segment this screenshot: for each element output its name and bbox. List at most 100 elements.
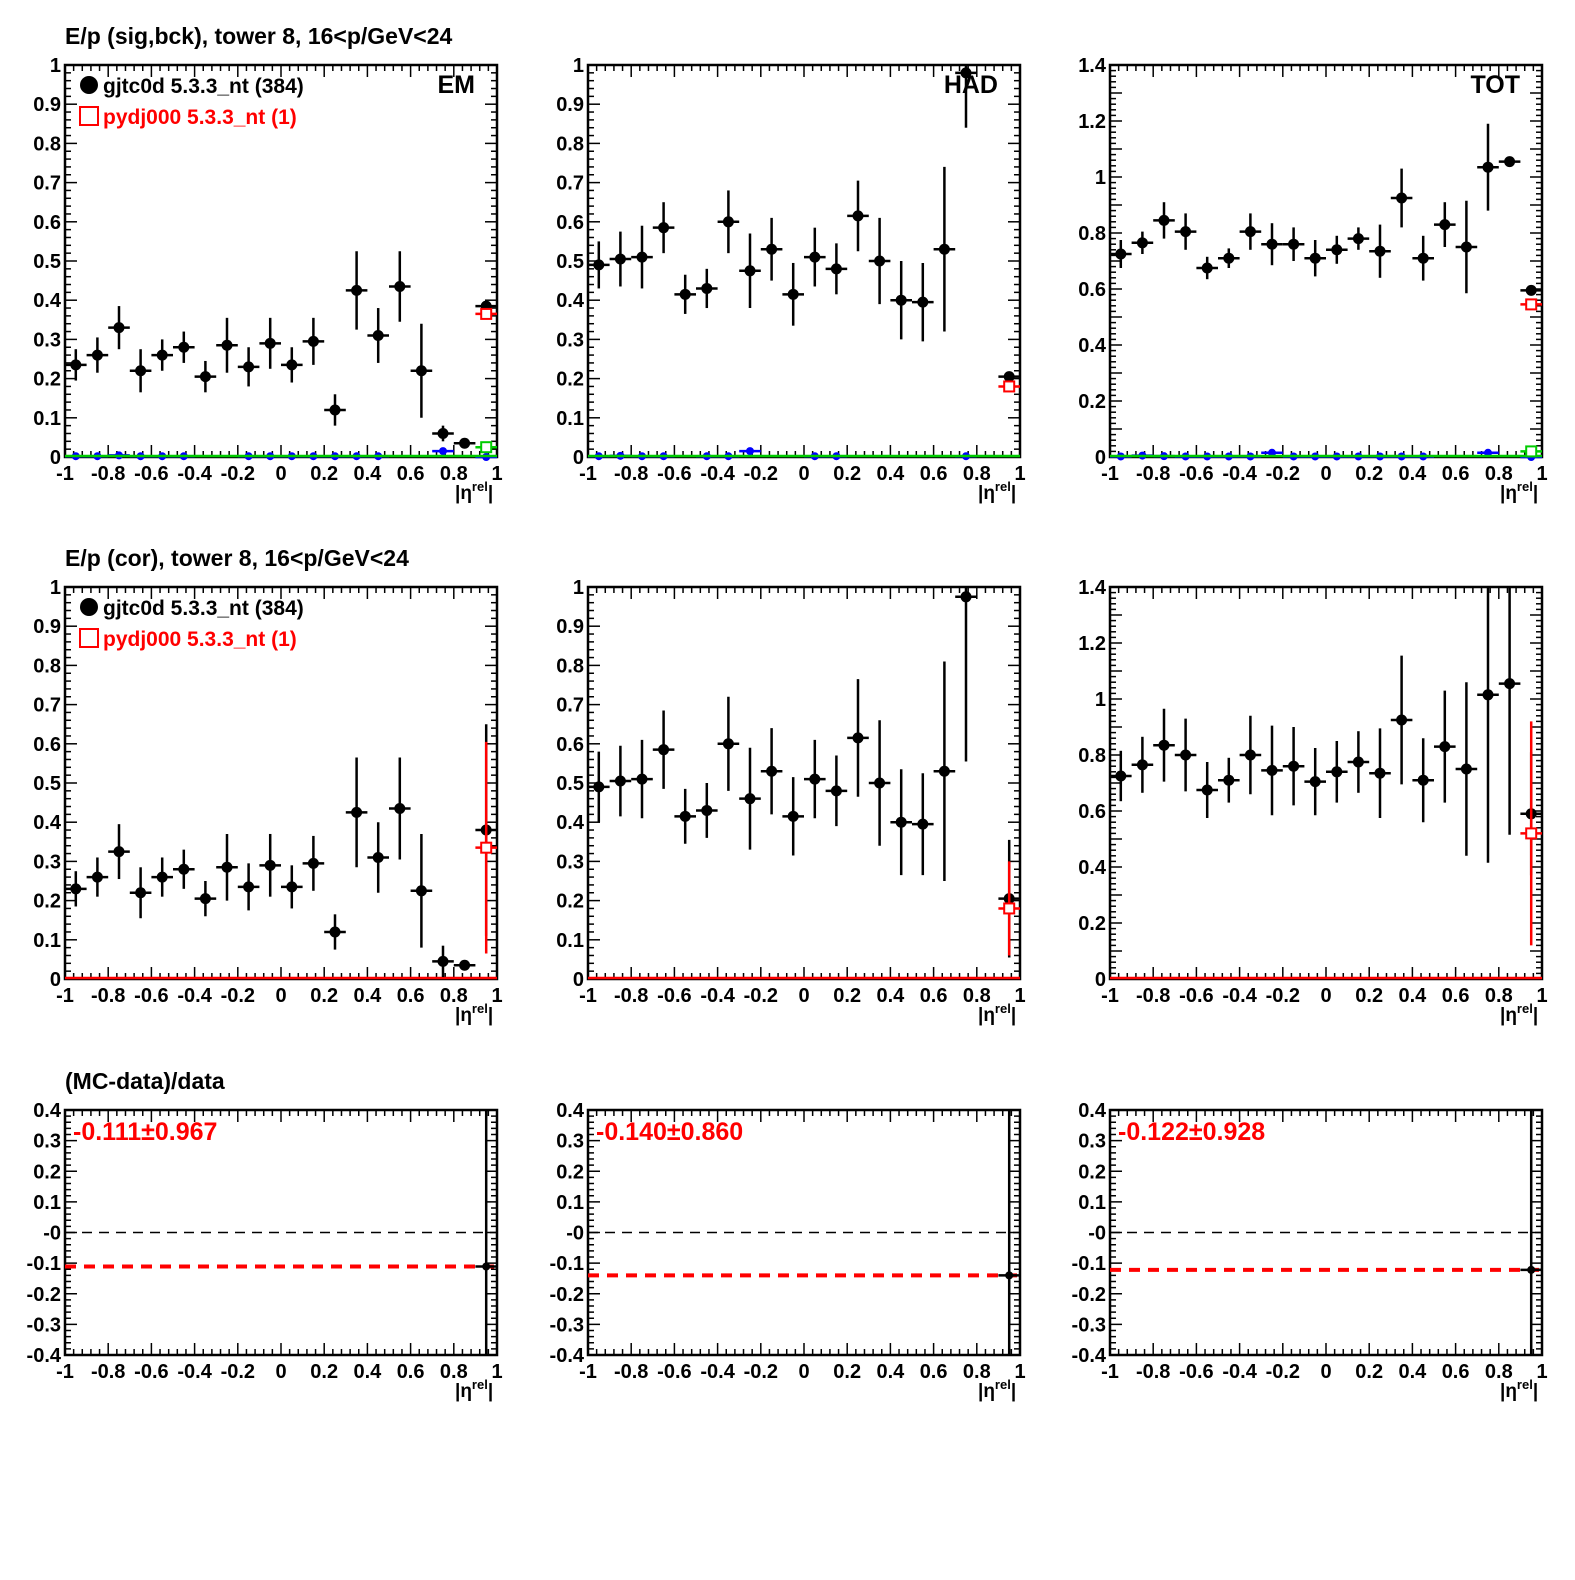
y-tick-label: 0.3: [33, 851, 61, 873]
y-tick-label: 0.4: [1078, 857, 1107, 879]
x-tick-label: -0.8: [91, 1361, 125, 1383]
x-tick-label: -1: [1101, 463, 1119, 485]
y-tick-label: 0.8: [33, 655, 61, 677]
y-tick-label: -0.4: [550, 1345, 585, 1367]
data-point-marker: [1352, 756, 1364, 768]
x-tick-label: -0.6: [657, 463, 691, 485]
ratio-point-marker: [1005, 1271, 1014, 1280]
x-tick-label: 0.4: [1398, 1361, 1427, 1383]
data-point: [739, 747, 761, 850]
data-point-marker: [852, 210, 864, 222]
y-tick-label: 0: [573, 969, 584, 991]
data-point-marker: [1439, 741, 1451, 753]
y-tick-label: 0.9: [556, 616, 584, 638]
x-tick-label: -0.2: [221, 1361, 255, 1383]
data-point: [674, 788, 696, 844]
x-tick-label: 1: [491, 463, 502, 485]
data-point: [302, 317, 325, 365]
data-point: [955, 587, 977, 762]
y-tick-label: 1: [50, 577, 61, 599]
x-axis-label: |ηrel|: [978, 479, 1016, 504]
legend-data-marker: [80, 76, 98, 94]
x-tick-label: 0: [798, 985, 809, 1007]
y-tick-label: 0.1: [1078, 1192, 1106, 1214]
data-point-marker: [1417, 252, 1429, 264]
data-point-marker: [156, 871, 168, 883]
data-point-marker: [1266, 238, 1278, 250]
data-point: [1455, 682, 1478, 856]
data-point-marker: [593, 259, 605, 271]
mc-point: [475, 307, 497, 320]
data-point-marker: [1331, 244, 1343, 256]
data-point: [1110, 750, 1132, 802]
x-tick-label: 0.2: [1355, 463, 1383, 485]
background-point: [432, 447, 454, 456]
y-tick-label: 0.2: [33, 369, 61, 391]
data-point: [890, 769, 912, 876]
data-point-marker: [286, 359, 298, 371]
x-tick-label: 1: [1014, 1361, 1025, 1383]
data-point-marker: [830, 263, 842, 275]
data-point: [609, 745, 632, 817]
data-point-marker: [1180, 749, 1192, 761]
data-point-marker: [1201, 262, 1213, 274]
data-point-marker: [614, 775, 626, 787]
x-tick-label: -0.4: [700, 1361, 735, 1383]
data-point-marker: [679, 810, 691, 822]
ratio-point-marker: [1527, 1265, 1536, 1274]
x-tick-label: 0.6: [920, 1361, 948, 1383]
x-axis-label-end: |: [1011, 1381, 1016, 1402]
y-tick-label: 0.3: [1078, 1131, 1106, 1153]
mc-point: [998, 380, 1020, 393]
background-point-marker: [439, 447, 447, 456]
data-point: [453, 437, 476, 449]
x-tick-label: -0.6: [134, 463, 168, 485]
y-tick-label: 0: [573, 447, 584, 469]
y-tick-label: 0.1: [556, 1192, 584, 1214]
data-point: [410, 323, 433, 418]
x-axis-label: |ηrel|: [1500, 1377, 1538, 1402]
data-point: [1390, 168, 1413, 228]
data-point-marker: [895, 294, 907, 306]
data-point: [1304, 240, 1326, 277]
y-tick-label: 1: [50, 55, 61, 77]
y-tick-label: 0.2: [33, 891, 61, 913]
data-point: [631, 225, 653, 289]
y-tick-label: 0.5: [556, 773, 584, 795]
x-tick-label: 0.8: [963, 985, 991, 1007]
x-axis-label-main: |η: [1500, 1381, 1517, 1402]
x-tick-label: -0.8: [1136, 985, 1170, 1007]
data-point: [609, 231, 632, 287]
x-tick-label: 0.2: [1355, 985, 1383, 1007]
x-axis-label-sup: rel: [1517, 479, 1533, 494]
x-tick-label: -1: [1101, 985, 1119, 1007]
x-axis-label-main: |η: [978, 1381, 995, 1402]
data-point: [410, 833, 433, 948]
data-point: [760, 217, 783, 281]
data-point: [890, 261, 912, 340]
data-point: [1261, 725, 1283, 816]
mc-point: [475, 741, 497, 954]
x-tick-label: 1: [1536, 985, 1547, 1007]
x-tick-label: 0: [275, 463, 286, 485]
data-point: [1261, 223, 1283, 266]
plot-frame: [1108, 585, 1544, 981]
data-point-marker: [1288, 238, 1300, 250]
y-tick-label: -0: [43, 1223, 61, 1245]
data-point-marker: [1266, 764, 1278, 776]
y-tick-label: 0.8: [556, 133, 584, 155]
mc-point-marker: [480, 307, 493, 320]
y-tick-label: 0.8: [1078, 223, 1106, 245]
data-point-marker: [113, 846, 125, 858]
data-point: [1239, 213, 1262, 250]
x-tick-label: 0: [1320, 463, 1331, 485]
data-point-marker: [1460, 241, 1472, 253]
y-tick-label: 0.4: [33, 290, 62, 312]
data-point: [825, 755, 848, 827]
mc-point-marker: [1003, 380, 1016, 393]
data-point-marker: [1180, 226, 1192, 238]
data-point-marker: [329, 404, 341, 416]
data-point: [389, 757, 411, 860]
x-tick-label: -0.4: [1222, 1361, 1257, 1383]
